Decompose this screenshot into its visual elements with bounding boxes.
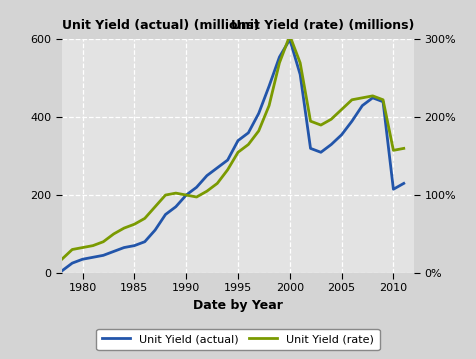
Unit Yield (rate) [204,189,210,193]
Unit Yield (rate) [380,98,386,102]
Unit Yield (rate) [246,142,251,146]
Line: Unit Yield (rate): Unit Yield (rate) [62,36,404,259]
Unit Yield (rate) [390,148,396,153]
Unit Yield (actual) [183,193,189,197]
Unit Yield (actual) [390,187,396,191]
Unit Yield (rate) [266,103,272,108]
Unit Yield (actual) [121,246,127,250]
Legend: Unit Yield (actual), Unit Yield (rate): Unit Yield (actual), Unit Yield (rate) [97,329,379,350]
Unit Yield (rate) [69,247,75,252]
Unit Yield (rate) [80,246,86,250]
X-axis label: Date by Year: Date by Year [193,299,283,312]
Unit Yield (actual) [339,132,345,137]
Unit Yield (actual) [235,139,241,143]
Unit Yield (actual) [173,205,178,209]
Unit Yield (actual) [277,55,282,59]
Unit Yield (actual) [142,239,148,244]
Unit Yield (actual) [152,228,158,232]
Text: Unit Yield (actual) (millions): Unit Yield (actual) (millions) [62,19,259,32]
Unit Yield (actual) [307,146,313,150]
Unit Yield (actual) [90,255,96,260]
Unit Yield (rate) [59,257,65,261]
Unit Yield (rate) [100,239,106,244]
Unit Yield (rate) [256,129,262,133]
Unit Yield (rate) [90,243,96,248]
Unit Yield (actual) [359,103,365,108]
Unit Yield (rate) [152,205,158,209]
Unit Yield (rate) [235,150,241,154]
Unit Yield (actual) [100,253,106,257]
Unit Yield (rate) [277,61,282,65]
Unit Yield (actual) [214,165,220,170]
Text: Unit Yield (rate) (millions): Unit Yield (rate) (millions) [231,19,414,32]
Unit Yield (rate) [339,107,345,112]
Unit Yield (rate) [214,181,220,186]
Unit Yield (actual) [287,37,293,42]
Unit Yield (rate) [225,168,230,172]
Unit Yield (rate) [298,61,303,65]
Unit Yield (actual) [256,111,262,116]
Unit Yield (actual) [318,150,324,154]
Unit Yield (actual) [298,72,303,76]
Unit Yield (rate) [163,193,169,197]
Unit Yield (rate) [318,123,324,127]
Line: Unit Yield (actual): Unit Yield (actual) [62,39,404,271]
Unit Yield (rate) [111,232,117,236]
Unit Yield (actual) [225,158,230,162]
Unit Yield (rate) [142,216,148,220]
Unit Yield (rate) [121,226,127,230]
Unit Yield (actual) [80,257,86,261]
Unit Yield (rate) [359,95,365,100]
Unit Yield (actual) [349,119,355,123]
Unit Yield (rate) [183,193,189,197]
Unit Yield (rate) [370,94,376,98]
Unit Yield (actual) [111,249,117,253]
Unit Yield (rate) [328,117,334,121]
Unit Yield (actual) [370,95,376,100]
Unit Yield (actual) [246,131,251,135]
Unit Yield (rate) [349,98,355,102]
Unit Yield (rate) [287,33,293,38]
Unit Yield (actual) [194,185,199,190]
Unit Yield (actual) [131,243,137,248]
Unit Yield (actual) [59,269,65,273]
Unit Yield (rate) [401,146,407,150]
Unit Yield (rate) [194,195,199,199]
Unit Yield (actual) [69,261,75,265]
Unit Yield (rate) [173,191,178,195]
Unit Yield (actual) [380,99,386,104]
Unit Yield (actual) [328,142,334,146]
Unit Yield (rate) [307,119,313,123]
Unit Yield (actual) [266,84,272,88]
Unit Yield (actual) [204,173,210,178]
Unit Yield (actual) [401,181,407,186]
Unit Yield (actual) [163,212,169,216]
Unit Yield (rate) [131,222,137,227]
